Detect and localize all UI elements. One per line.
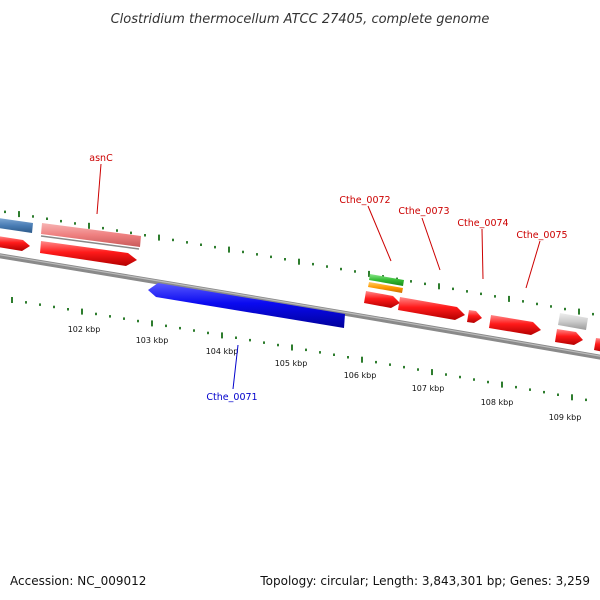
leader-line-Cthe_0071	[232, 344, 239, 390]
axis-label-107kbp: 107 kbp	[412, 384, 445, 393]
feature-rna-pink[interactable]	[41, 223, 141, 247]
axis-label-103kbp: 103 kbp	[136, 336, 169, 345]
gene-arrow-Cthe_0075[interactable]	[489, 315, 541, 335]
gene-arrow-after-0075[interactable]	[555, 329, 583, 345]
gene-arrow-Cthe_0072[interactable]	[364, 291, 400, 308]
axis-label-104kbp: 104 kbp	[206, 347, 239, 356]
axis-label-105kbp: 105 kbp	[275, 359, 308, 368]
axis-labels: 102 kbp 103 kbp 104 kbp 105 kbp 106 kbp …	[68, 325, 582, 422]
genome-backbone-highlight	[0, 254, 600, 357]
gene-arrow-partial-right[interactable]	[594, 338, 600, 352]
gene-label-Cthe_0073[interactable]: Cthe_0073	[398, 206, 449, 217]
map-title: Clostridium thermocellum ATCC 27405, com…	[111, 12, 490, 27]
accession-text: Accession: NC_009012	[10, 574, 147, 588]
gene-label-Cthe_0074[interactable]: Cthe_0074	[457, 218, 508, 229]
leader-line-asnC	[96, 163, 102, 215]
gene-label-asnC[interactable]: asnC	[89, 153, 113, 164]
axis-label-108kbp: 108 kbp	[481, 398, 514, 407]
outer-tick-row	[4, 210, 594, 316]
leader-line-Cthe_0072	[367, 205, 392, 262]
gene-arrow-asnC[interactable]	[40, 241, 137, 266]
axis-label-106kbp: 106 kbp	[344, 371, 377, 380]
gene-arrow-partial-left[interactable]	[0, 236, 30, 251]
feature-grey[interactable]	[558, 313, 588, 330]
leader-lines	[96, 163, 541, 390]
leader-line-Cthe_0074	[481, 228, 484, 280]
axis-label-109kbp: 109 kbp	[549, 413, 582, 422]
feature-green[interactable]	[369, 274, 404, 286]
gene-arrow-Cthe_0073[interactable]	[398, 297, 465, 320]
gene-arrow-Cthe_0074[interactable]	[467, 310, 482, 323]
feature-orange[interactable]	[368, 282, 403, 293]
leader-line-Cthe_0073	[421, 217, 441, 271]
gene-label-Cthe_0075[interactable]: Cthe_0075	[516, 230, 567, 241]
leader-line-Cthe_0075	[525, 240, 541, 289]
feature-rna-pink-underline	[40, 235, 140, 250]
gene-label-Cthe_0071[interactable]: Cthe_0071	[206, 392, 257, 403]
topology-summary: Topology: circular; Length: 3,843,301 bp…	[260, 574, 590, 588]
genome-backbone	[0, 253, 600, 360]
feature-steel-partial[interactable]	[0, 218, 33, 233]
gene-arrow-Cthe_0071[interactable]	[148, 283, 345, 328]
axis-label-102kbp: 102 kbp	[68, 325, 101, 334]
gene-label-Cthe_0072[interactable]: Cthe_0072	[339, 195, 390, 206]
inner-tick-row	[11, 297, 587, 402]
